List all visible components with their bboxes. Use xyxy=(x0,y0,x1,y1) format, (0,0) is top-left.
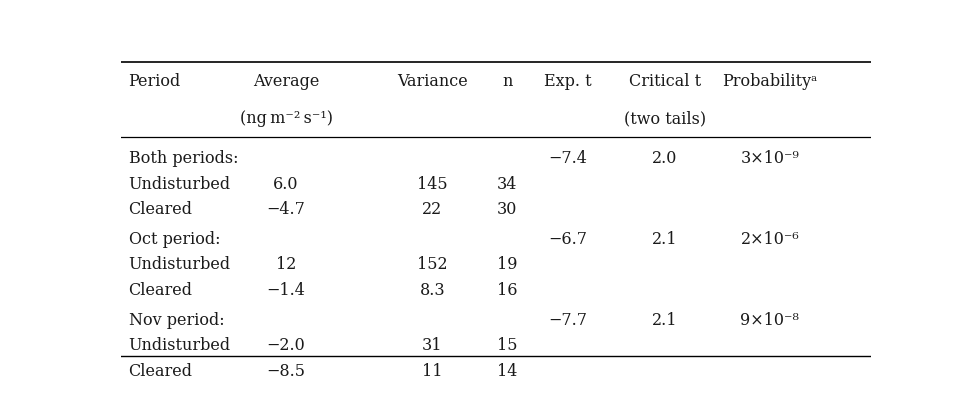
Text: 152: 152 xyxy=(417,257,447,274)
Text: −2.0: −2.0 xyxy=(266,337,306,354)
Text: −6.7: −6.7 xyxy=(548,231,587,248)
Text: 2.0: 2.0 xyxy=(652,150,678,167)
Text: 22: 22 xyxy=(422,202,442,219)
Text: 145: 145 xyxy=(417,176,447,193)
Text: Cleared: Cleared xyxy=(129,282,193,299)
Text: Critical t: Critical t xyxy=(629,73,701,90)
Text: 2×10⁻⁶: 2×10⁻⁶ xyxy=(741,231,800,248)
Text: 6.0: 6.0 xyxy=(273,176,299,193)
Text: 8.3: 8.3 xyxy=(419,282,445,299)
Text: −7.7: −7.7 xyxy=(548,311,587,328)
Text: −7.4: −7.4 xyxy=(548,150,587,167)
Text: Cleared: Cleared xyxy=(129,202,193,219)
Text: 19: 19 xyxy=(498,257,518,274)
Text: 14: 14 xyxy=(498,362,518,380)
Text: 16: 16 xyxy=(498,282,518,299)
Text: 3×10⁻⁹: 3×10⁻⁹ xyxy=(741,150,800,167)
Text: 2.1: 2.1 xyxy=(652,311,678,328)
Text: n: n xyxy=(502,73,512,90)
Text: Variance: Variance xyxy=(397,73,468,90)
Text: 15: 15 xyxy=(498,337,518,354)
Text: 12: 12 xyxy=(276,257,296,274)
Text: 30: 30 xyxy=(498,202,518,219)
Text: (two tails): (two tails) xyxy=(623,110,706,127)
Text: Nov period:: Nov period: xyxy=(129,311,225,328)
Text: −8.5: −8.5 xyxy=(266,362,306,380)
Text: 31: 31 xyxy=(422,337,442,354)
Text: Average: Average xyxy=(253,73,319,90)
Text: Probabilityᵃ: Probabilityᵃ xyxy=(722,73,818,90)
Text: 9×10⁻⁸: 9×10⁻⁸ xyxy=(741,311,800,328)
Text: −1.4: −1.4 xyxy=(266,282,306,299)
Text: 2.1: 2.1 xyxy=(652,231,678,248)
Text: (ng m⁻² s⁻¹): (ng m⁻² s⁻¹) xyxy=(239,110,333,127)
Text: Undisturbed: Undisturbed xyxy=(129,257,230,274)
Text: Both periods:: Both periods: xyxy=(129,150,238,167)
Text: Exp. t: Exp. t xyxy=(544,73,591,90)
Text: Undisturbed: Undisturbed xyxy=(129,337,230,354)
Text: Undisturbed: Undisturbed xyxy=(129,176,230,193)
Text: 34: 34 xyxy=(498,176,518,193)
Text: 11: 11 xyxy=(422,362,442,380)
Text: Cleared: Cleared xyxy=(129,362,193,380)
Text: Oct period:: Oct period: xyxy=(129,231,220,248)
Text: Period: Period xyxy=(129,73,181,90)
Text: −4.7: −4.7 xyxy=(266,202,306,219)
